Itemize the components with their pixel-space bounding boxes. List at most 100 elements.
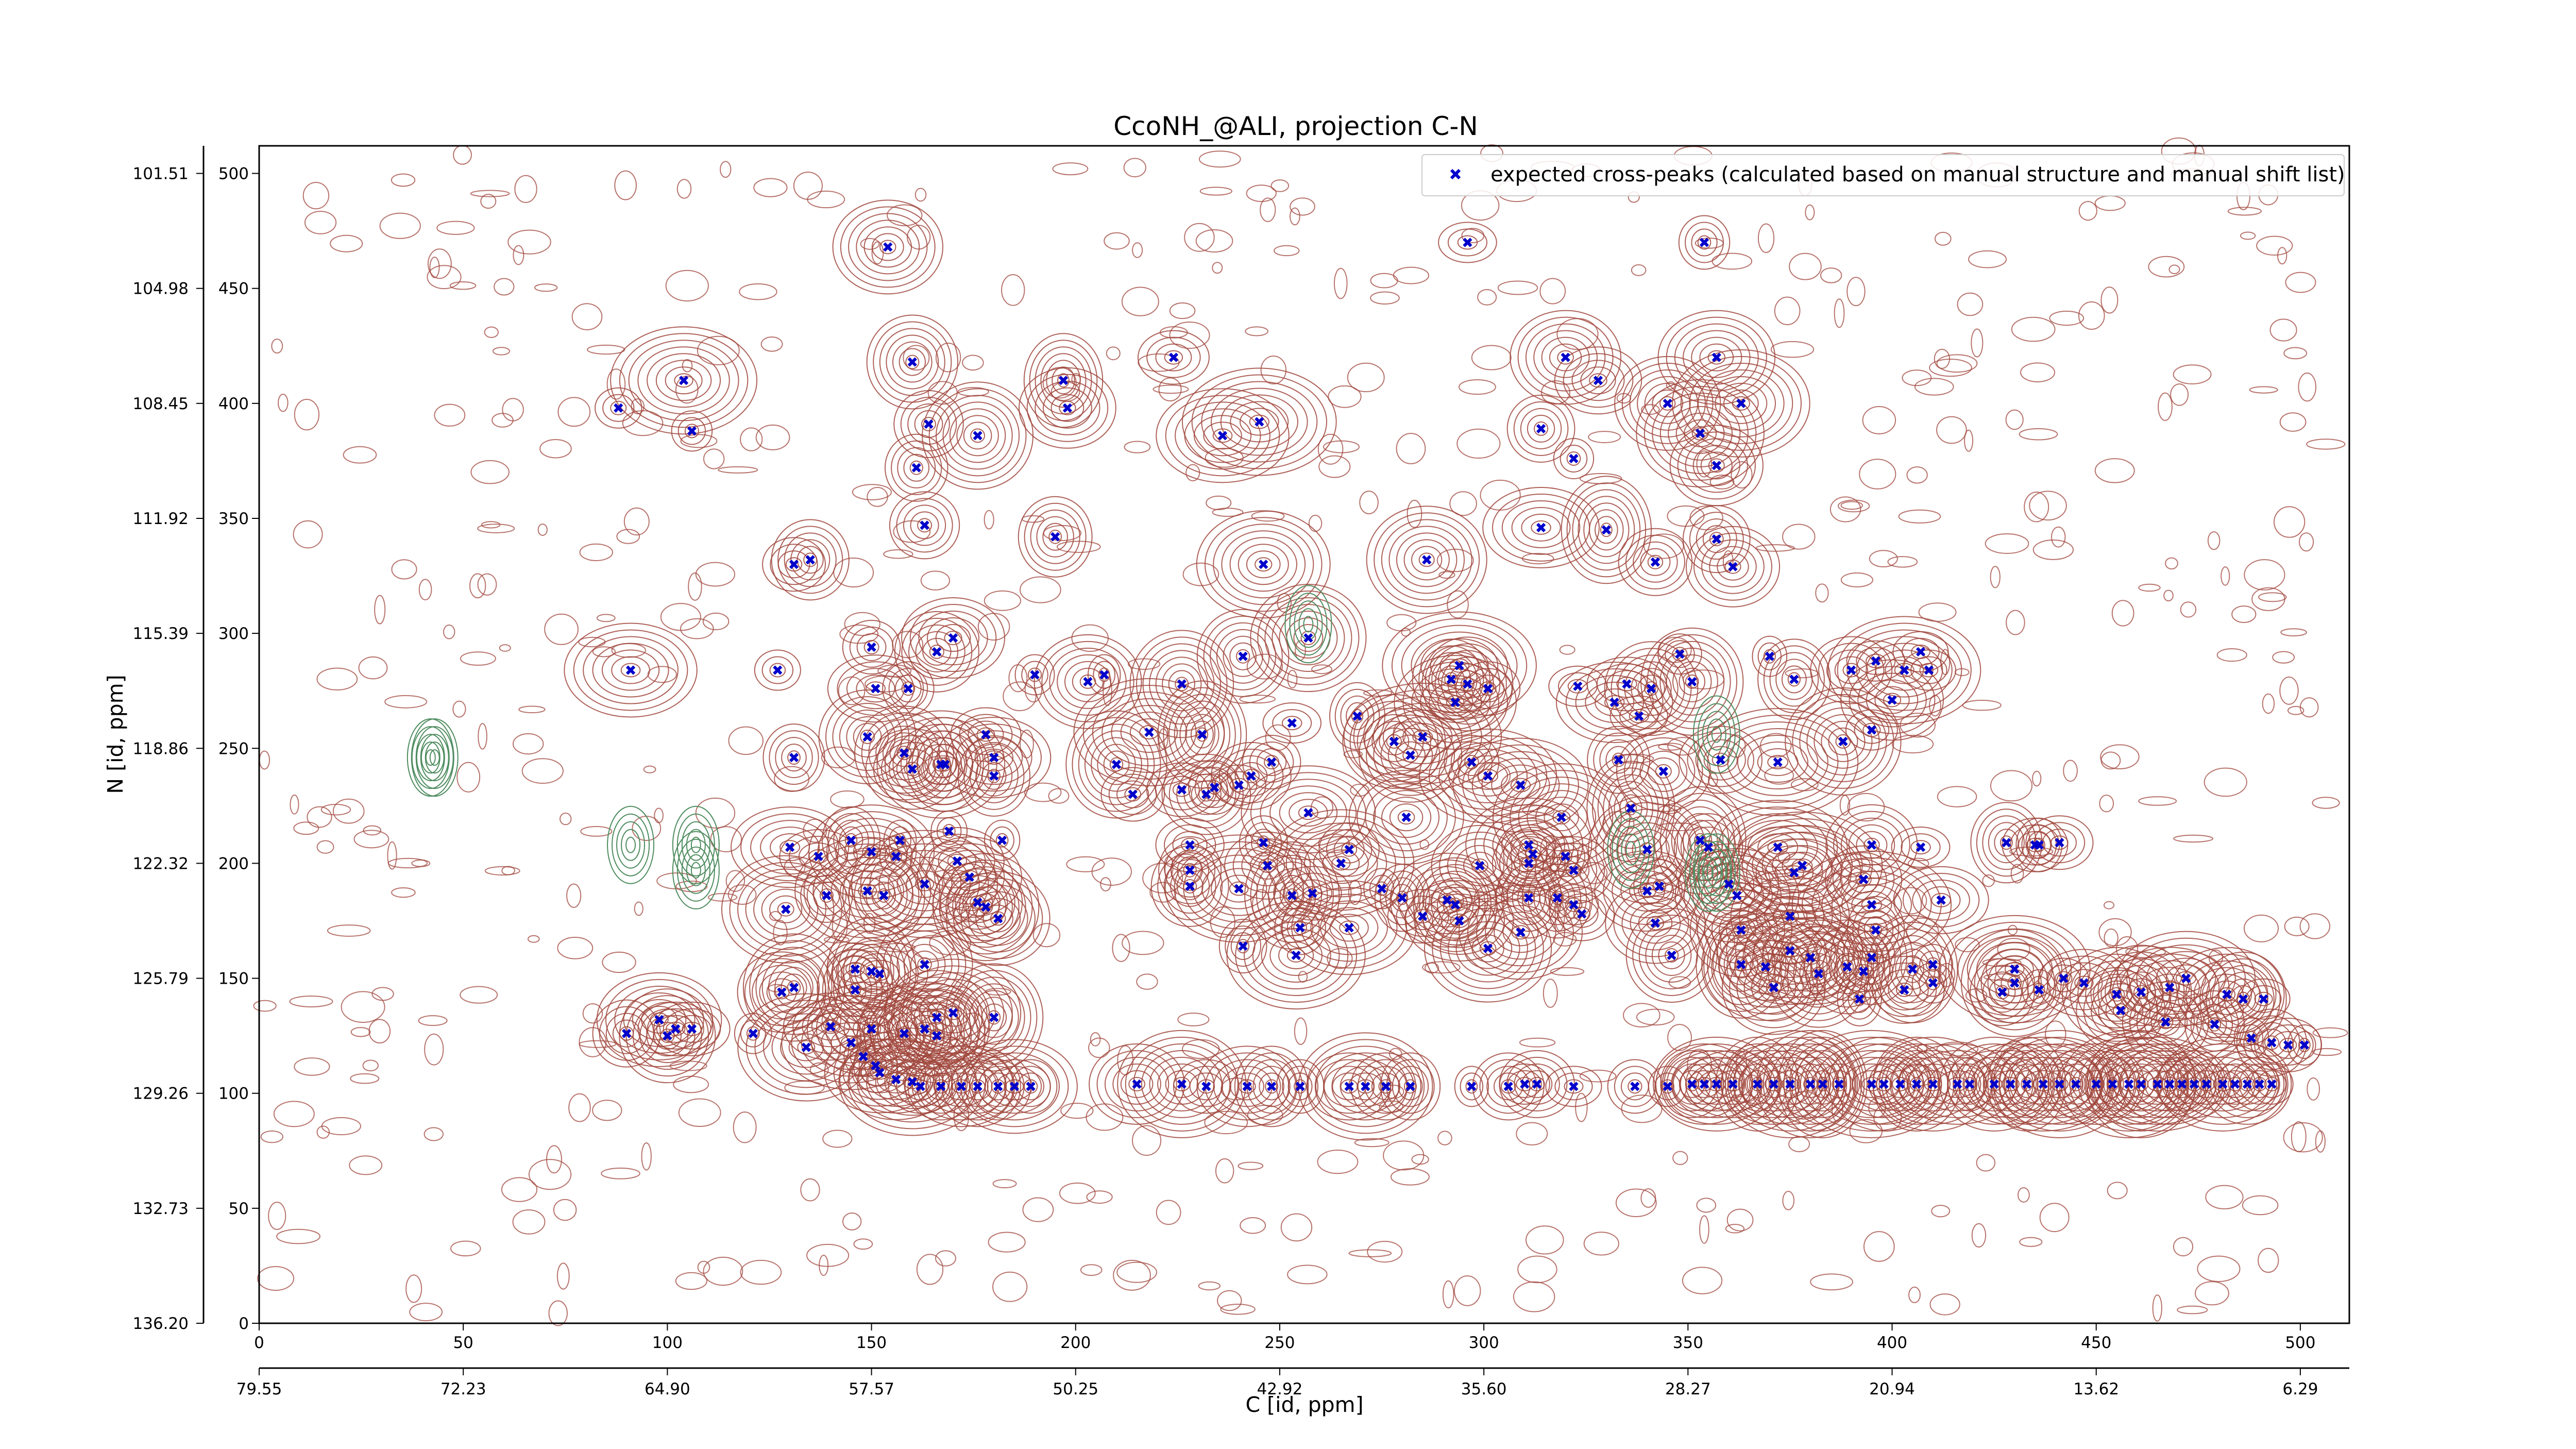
noise-contour xyxy=(2312,797,2340,809)
noise-contour xyxy=(1906,917,1939,947)
noise-contour xyxy=(720,161,732,178)
noise-contour xyxy=(1726,1208,1754,1232)
cross-peak-marker xyxy=(2071,1079,2081,1089)
noise-contour xyxy=(2272,651,2295,664)
noise-contour xyxy=(1517,1255,1557,1284)
y-axis-index-ticks: 0 50 100 150 200 250 300 350 400 450 500 xyxy=(218,165,259,1333)
contour-peak xyxy=(1657,633,1702,675)
noise-contour xyxy=(725,870,745,892)
cross-peak-marker xyxy=(850,985,860,995)
cross-peak-marker xyxy=(1911,1079,1922,1089)
noise-contour xyxy=(1195,229,1233,253)
noise-contour xyxy=(2152,1294,2162,1322)
noise-contour xyxy=(2249,386,2278,394)
cross-peak-marker xyxy=(1463,679,1472,689)
noise-contour xyxy=(809,1062,829,1078)
noise-contour xyxy=(294,1057,330,1076)
cross-peak-marker xyxy=(1785,1079,1795,1089)
noise-contour xyxy=(566,883,582,908)
noise-contour xyxy=(1938,963,1956,987)
noise-contour xyxy=(582,1003,603,1024)
cross-peak-marker xyxy=(1964,1079,1975,1089)
noise-contour xyxy=(2183,993,2211,1015)
noise-contour xyxy=(409,1303,443,1322)
noise-contour xyxy=(1616,393,1632,404)
noise-contour xyxy=(1770,341,1815,358)
noise-contour xyxy=(580,825,613,837)
cross-peak-marker xyxy=(1711,461,1721,470)
noise-contour xyxy=(1782,1191,1795,1210)
noise-contour xyxy=(387,841,397,870)
noise-contour xyxy=(470,460,510,484)
noise-contour xyxy=(678,1098,721,1127)
contour-peak xyxy=(1669,425,1764,507)
noise-contour xyxy=(984,510,994,530)
noise-contour xyxy=(1177,1013,1210,1026)
cross-peak-marker xyxy=(1895,1079,1905,1089)
cross-peak-marker xyxy=(916,1082,925,1091)
noise-contour xyxy=(1442,1280,1454,1309)
noise-contour xyxy=(1965,988,1988,1003)
contour-peak xyxy=(1768,919,1869,1028)
cross-peak-marker xyxy=(1855,994,1865,1004)
noise-contour xyxy=(1215,1158,1234,1184)
cross-peak-marker xyxy=(1556,813,1566,822)
noise-contour xyxy=(860,238,880,250)
noise-contour xyxy=(478,723,487,750)
noise-contour xyxy=(1048,788,1070,804)
contour-peak xyxy=(671,410,713,452)
cross-peak-marker xyxy=(2210,1019,2219,1029)
noise-contour xyxy=(1206,495,1232,511)
noise-contour xyxy=(839,624,879,644)
noise-contour xyxy=(1525,1225,1564,1255)
noise-contour xyxy=(1159,326,1188,339)
noise-contour xyxy=(740,427,763,451)
noise-contour xyxy=(2168,264,2180,275)
x-index-tick-label: 300 xyxy=(1469,1334,1499,1352)
noise-contour xyxy=(665,269,709,302)
noise-contour xyxy=(276,1228,321,1244)
noise-contour xyxy=(513,245,524,265)
cross-peak-marker xyxy=(2034,985,2044,995)
cross-peak-marker xyxy=(1736,959,1746,969)
cross-peak-marker xyxy=(924,419,934,429)
cross-peak-marker xyxy=(1663,1082,1672,1091)
cross-peak-marker xyxy=(1210,783,1219,793)
noise-contour xyxy=(1918,602,1957,622)
noise-contour xyxy=(358,656,388,680)
noise-contour xyxy=(1317,1150,1359,1174)
noise-contour xyxy=(935,1250,957,1267)
cross-peak-marker xyxy=(1871,656,1880,666)
noise-contour xyxy=(702,612,730,631)
cross-peak-marker xyxy=(1552,893,1562,903)
cross-peak-marker xyxy=(1422,555,1432,565)
cross-peak-marker xyxy=(1418,732,1428,742)
noise-contour xyxy=(2170,383,2189,406)
cross-peak-marker xyxy=(1295,1082,1305,1091)
noise-contour xyxy=(1333,267,1348,299)
noise-contour xyxy=(2173,364,2212,385)
noise-contour xyxy=(1937,786,1977,807)
cross-peak-marker xyxy=(1716,755,1725,765)
cross-peak-marker xyxy=(1197,730,1207,739)
noise-contour xyxy=(277,393,289,412)
cross-peak-marker xyxy=(1483,684,1493,694)
noise-contour xyxy=(350,1073,380,1084)
contour-peak xyxy=(1196,510,1331,619)
noise-contour xyxy=(728,726,764,755)
x-ppm-tick-label: 79.55 xyxy=(236,1380,282,1399)
cross-peak-marker xyxy=(1818,1079,1827,1089)
noise-contour xyxy=(1914,378,1954,396)
negative-contour xyxy=(406,718,454,797)
noise-contour xyxy=(429,257,440,278)
noise-contour xyxy=(2173,1237,2194,1257)
cross-peak-marker xyxy=(2267,1038,2277,1048)
noise-contour xyxy=(769,911,782,921)
noise-contour xyxy=(343,446,377,464)
noise-contour xyxy=(863,913,876,934)
noise-contour xyxy=(1287,669,1298,688)
cross-peak-marker xyxy=(1336,858,1346,868)
cross-peak-marker xyxy=(2136,987,2146,997)
noise-contour xyxy=(695,562,735,587)
y-index-tick-label: 200 xyxy=(218,854,249,873)
